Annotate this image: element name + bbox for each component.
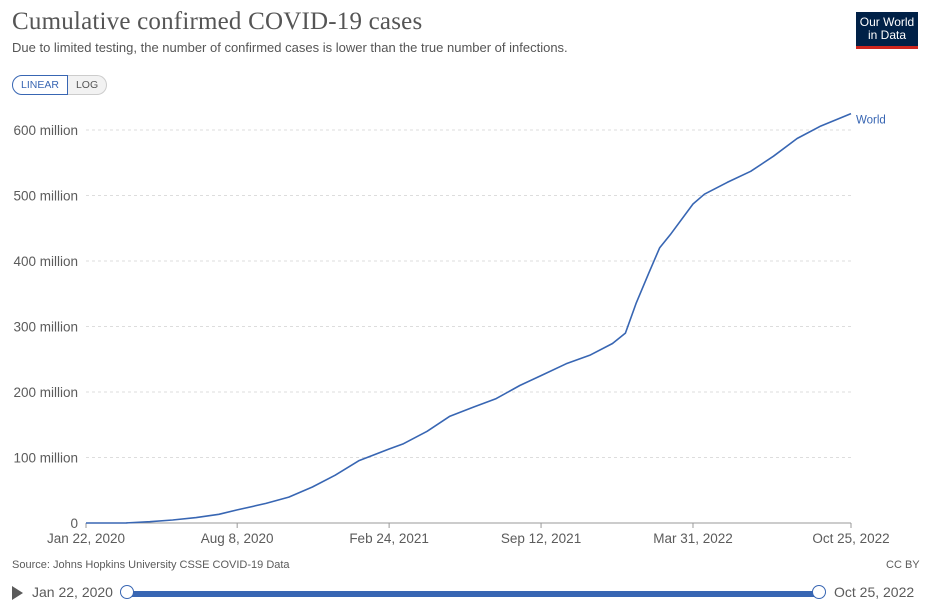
x-tick-label: Sep 12, 2021: [501, 531, 581, 546]
timeline: Jan 22, 2020 Oct 25, 2022: [0, 580, 929, 606]
timeline-start-handle[interactable]: [120, 585, 134, 599]
play-icon[interactable]: [12, 586, 23, 600]
series-layer: World: [85, 112, 886, 524]
y-axis-labels: 0 100 million 200 million 300 million 400 mi…: [13, 123, 78, 531]
y-tick-label: 0: [70, 516, 78, 531]
y-tick-label: 500 million: [13, 189, 78, 204]
timeline-track[interactable]: [127, 591, 819, 597]
grid-lines: [86, 129, 851, 458]
x-tick-label: Jan 22, 2020: [47, 531, 125, 546]
y-tick-label: 100 million: [13, 451, 78, 466]
timeline-end-handle[interactable]: [812, 585, 826, 599]
timeline-start-label: Jan 22, 2020: [32, 584, 113, 600]
x-axis: Jan 22, 2020 Aug 8, 2020 Feb 24, 2021 Sep 1…: [47, 522, 890, 546]
license-link[interactable]: CC BY: [886, 559, 920, 571]
x-tick-label: Oct 25, 2022: [812, 531, 889, 546]
logo-line-1: Our World: [859, 15, 915, 29]
y-tick-label: 600 million: [13, 123, 78, 138]
timeline-end-label: Oct 25, 2022: [834, 584, 915, 600]
chart-title: Cumulative confirmed COVID-19 cases: [12, 8, 423, 35]
log-scale-button[interactable]: LOG: [67, 75, 108, 95]
y-tick-label: 200 million: [13, 385, 78, 400]
y-tick-label: 300 million: [13, 320, 78, 335]
x-tick-label: Mar 31, 2022: [653, 531, 733, 546]
logo-line-2: in Data: [867, 28, 907, 42]
line-chart: 0 100 million 200 million 300 million 400 mi…: [13, 112, 890, 546]
series-line-world: [85, 112, 852, 524]
chart-subtitle: Due to limited testing, the number of co…: [12, 40, 568, 55]
owid-logo[interactable]: Our World in Data: [856, 12, 918, 49]
x-tick-label: Feb 24, 2021: [349, 531, 429, 546]
linear-scale-button[interactable]: LINEAR: [12, 75, 68, 95]
scale-toggle: LINEAR LOG: [12, 75, 108, 95]
y-tick-label: 400 million: [13, 254, 78, 269]
x-tick-label: Aug 8, 2020: [201, 531, 274, 546]
source-note[interactable]: Source: Johns Hopkins University CSSE CO…: [12, 559, 290, 571]
series-label-world: World: [856, 115, 886, 127]
